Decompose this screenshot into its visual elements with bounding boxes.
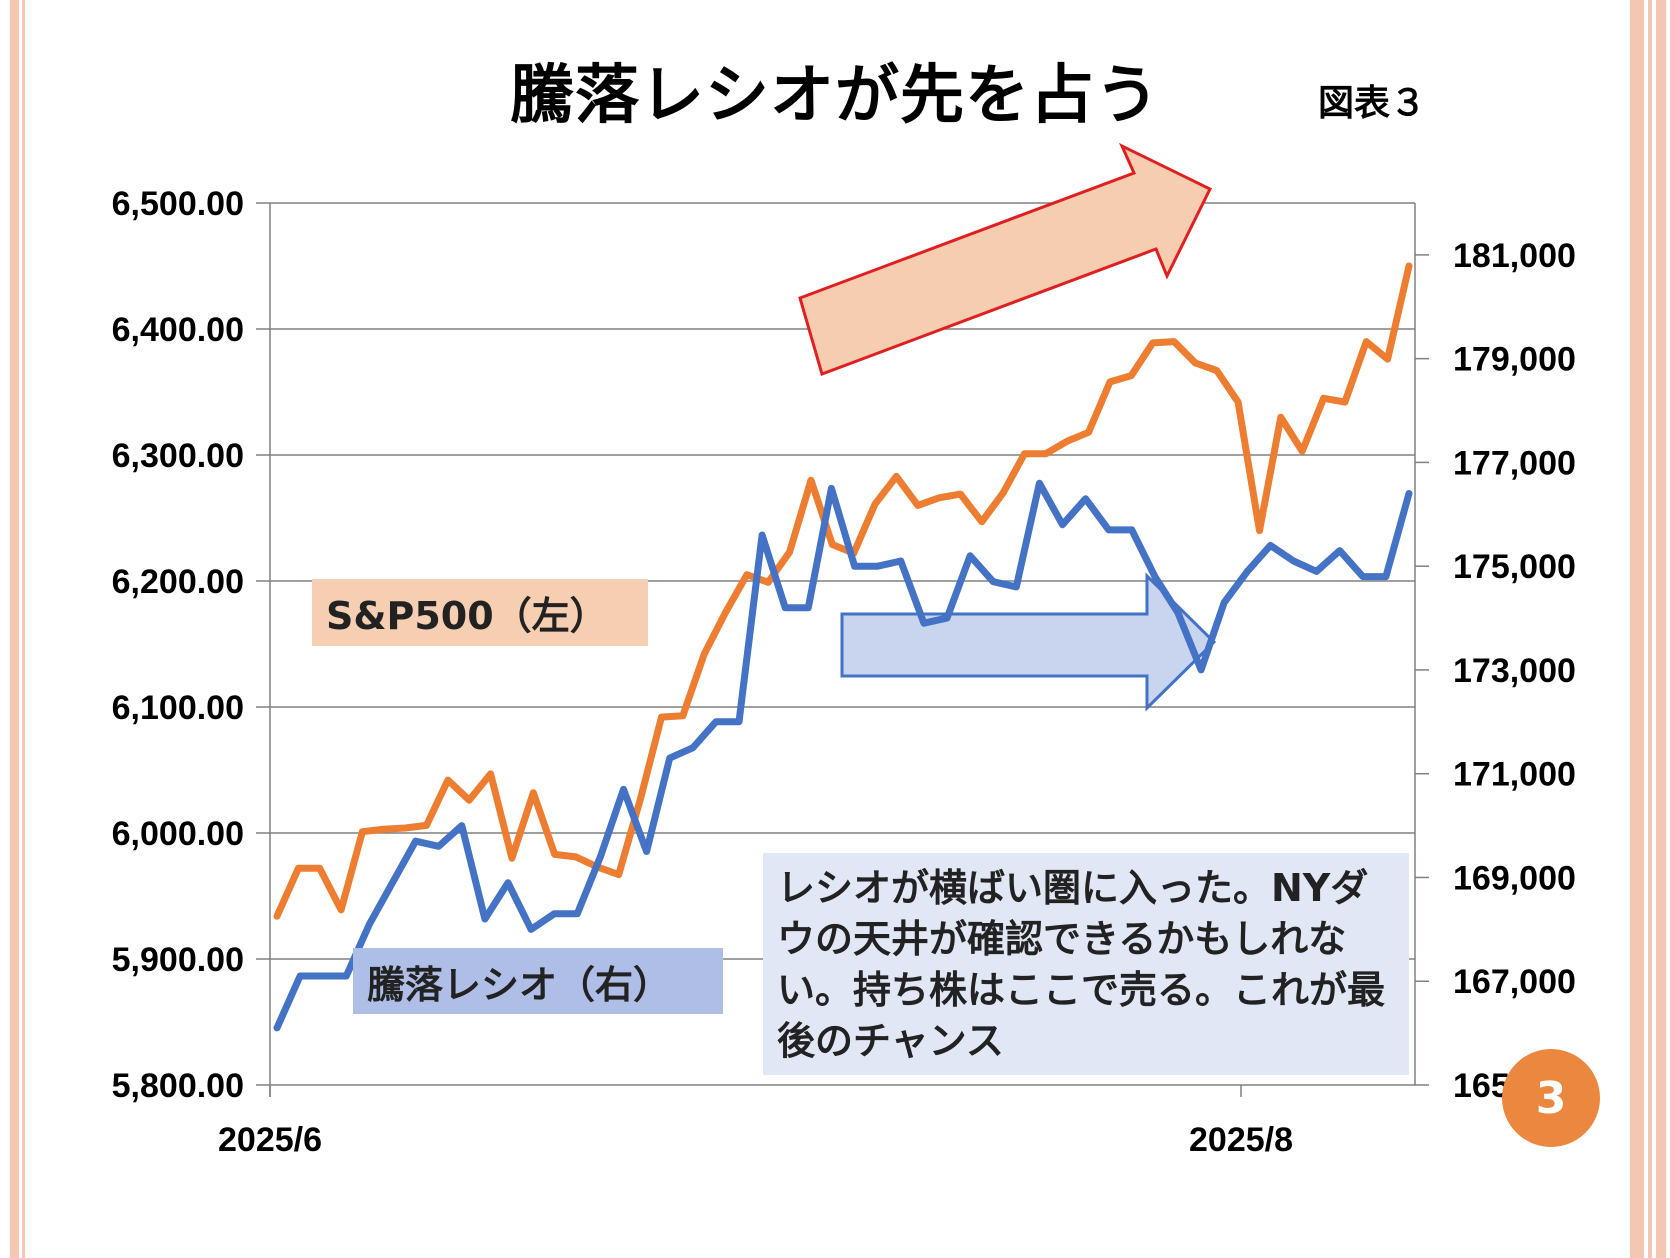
- left-border-stripe-1: [10, 0, 19, 1258]
- x-tick-label: 2025/6: [218, 1121, 322, 1159]
- y-left-tick-label: 5,800.00: [112, 1067, 244, 1105]
- y-right-tick-label: 173,000: [1453, 652, 1576, 690]
- series-lines: [273, 262, 1413, 1032]
- y-left-tick-label: 6,500.00: [112, 185, 244, 223]
- trend-arrows: [798, 142, 1217, 712]
- right-border-stripe-2: [1648, 0, 1652, 1258]
- y-right-tick-label: 177,000: [1453, 444, 1576, 482]
- advance-decline-ratio-series-label: 騰落レシオ（右）: [353, 948, 723, 1014]
- axis-ticks: 6,500.00 6,400.00 6,300.00 6,200.00 6,100.00…: [112, 185, 1576, 1159]
- y-right-tick-label: 181,000: [1453, 237, 1576, 275]
- page-number-badge: 3: [1502, 1049, 1600, 1147]
- y-right-tick-label: 167,000: [1453, 963, 1576, 1001]
- grid-lines: [256, 202, 1416, 1097]
- sp500-series-label: S&P500（左）: [312, 579, 648, 646]
- y-left-tick-label: 6,400.00: [112, 311, 244, 349]
- figure-label: 図表３: [1318, 83, 1427, 124]
- sp500-line: [273, 262, 1413, 920]
- advance-decline-ratio-line: [273, 479, 1413, 1032]
- y-left-tick-label: 6,300.00: [112, 437, 244, 475]
- left-border-stripe-2: [22, 0, 25, 1258]
- y-right-tick-label: 175,000: [1453, 548, 1576, 586]
- right-border-stripe-1: [1630, 0, 1644, 1258]
- up-trend-arrow: [798, 142, 1213, 376]
- x-tick-label: 2025/8: [1189, 1121, 1293, 1159]
- y-left-tick-label: 5,900.00: [112, 941, 244, 979]
- slide-title: 騰落レシオが先を占う: [510, 59, 1160, 133]
- y-right-tick-label: 171,000: [1453, 756, 1576, 794]
- y-left-tick-label: 6,200.00: [112, 563, 244, 601]
- flat-trend-arrow: [840, 572, 1217, 712]
- y-left-tick-label: 6,100.00: [112, 689, 244, 727]
- y-left-tick-label: 6,000.00: [112, 815, 244, 853]
- y-right-tick-label: 179,000: [1453, 341, 1576, 379]
- annotation-box: レシオが横ばい圏に入った。NYダウの天井が確認できるかもしれない。持ち株はここで…: [763, 853, 1409, 1075]
- y-right-tick-label: 169,000: [1453, 859, 1576, 897]
- right-border-stripe-3: [1656, 0, 1666, 1258]
